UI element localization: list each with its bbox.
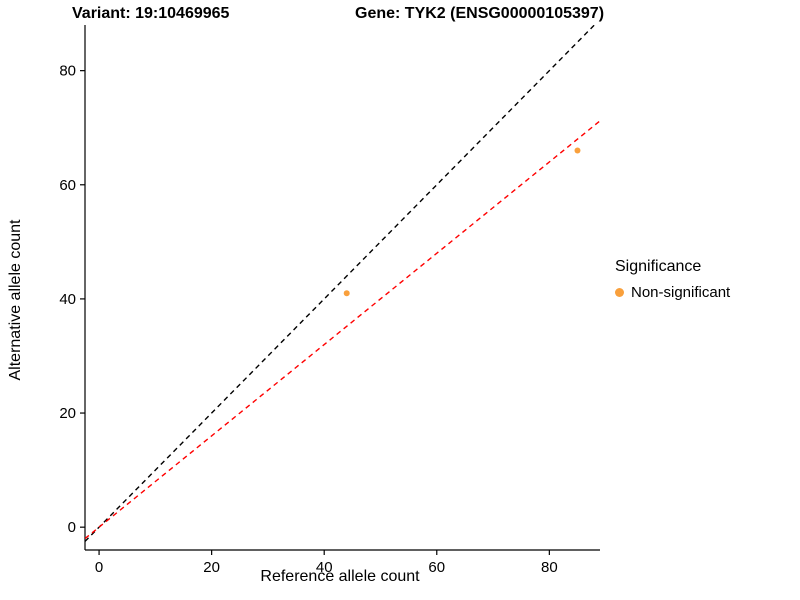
legend-dot-icon [615, 288, 624, 297]
x-tick-label: 80 [541, 559, 558, 576]
x-tick-label: 0 [95, 559, 103, 576]
y-tick-label: 80 [59, 63, 76, 80]
data-point [574, 147, 581, 154]
y-tick-label: 20 [59, 405, 76, 422]
x-tick-label: 20 [203, 559, 220, 576]
y-axis-title: Alternative allele count [7, 219, 24, 381]
x-axis-title: Reference allele count [260, 568, 420, 585]
plot-title-variant: Variant: 19:10469965 [72, 5, 230, 22]
plot-title-gene: Gene: TYK2 (ENSG00000105397) [355, 5, 605, 22]
data-point [343, 290, 350, 297]
y-tick-label: 40 [59, 291, 76, 308]
identity-line [85, 25, 596, 542]
legend-item-label: Non-significant [631, 284, 731, 301]
legend: Significance Non-significant [615, 258, 730, 301]
x-tick-label: 40 [316, 559, 333, 576]
legend-item: Non-significant [615, 284, 730, 301]
y-tick-label: 60 [59, 177, 76, 194]
legend-title: Significance [615, 258, 702, 275]
x-tick-label: 60 [428, 559, 445, 576]
y-tick-label: 0 [68, 519, 76, 536]
fitted-ratio-line [85, 120, 600, 540]
